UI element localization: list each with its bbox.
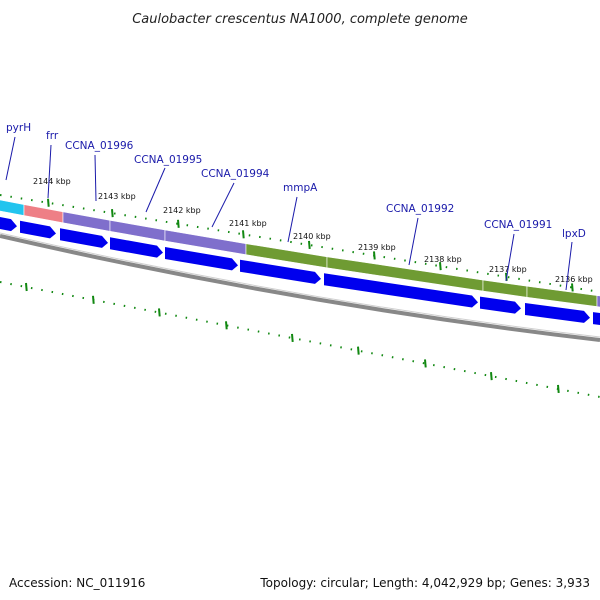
cds-arrow <box>60 228 108 248</box>
gene-label-callout <box>287 196 298 243</box>
cds-arrow <box>525 302 590 323</box>
gene-band-segment <box>23 204 64 224</box>
major-tick <box>308 240 311 250</box>
cds-arrow <box>0 216 17 232</box>
inner-major-tick <box>357 346 360 355</box>
tick-label: 2136 kbp <box>555 275 593 284</box>
gene-label: CCNA_01995 <box>134 154 202 166</box>
gene-label-callout <box>5 136 16 181</box>
gene-label-callout <box>565 241 573 291</box>
genome-backbone-highlight <box>0 232 600 338</box>
cds-arrow <box>20 220 56 239</box>
inner-major-tick <box>25 282 28 292</box>
inner-major-tick <box>557 384 560 394</box>
cds-arrow <box>480 296 521 314</box>
gene-band-segment <box>109 219 166 242</box>
cds-arrow <box>110 237 163 258</box>
tick-label: 2140 kbp <box>293 232 331 241</box>
map-title: Caulobacter crescentus NA1000, complete … <box>132 12 468 27</box>
cds-arrow <box>165 246 238 271</box>
gene-band-segment <box>596 295 600 308</box>
inner-tick-row <box>0 281 600 398</box>
major-tick <box>111 209 114 218</box>
inner-tick-dots <box>0 281 600 398</box>
inner-major-tick <box>225 321 228 330</box>
major-tick <box>47 198 50 207</box>
cds-arrow <box>240 259 321 284</box>
gene-label: pyrH <box>6 122 31 134</box>
gene-label: CCNA_01996 <box>65 140 134 152</box>
gene-band-segment <box>526 285 598 307</box>
inner-major-tick <box>291 333 294 343</box>
gene-label: CCNA_01992 <box>386 203 454 215</box>
gene-label: CCNA_01994 <box>201 168 270 180</box>
gene-label: lpxD <box>562 228 586 240</box>
genome-backbone <box>0 234 600 342</box>
cds-arrow <box>593 312 600 325</box>
tick-label: 2144 kbp <box>33 177 71 186</box>
major-tick <box>242 230 245 239</box>
major-tick <box>439 262 442 271</box>
gene-label-callout <box>211 182 235 228</box>
major-tick <box>177 219 180 228</box>
tick-label: 2139 kbp <box>358 243 396 252</box>
major-tick <box>373 251 376 260</box>
inner-major-tick <box>424 359 427 368</box>
accession-text: Accession: NC_011916 <box>9 576 146 590</box>
inner-major-tick <box>158 308 161 317</box>
genome-stats-text: Topology: circular; Length: 4,042,929 bp… <box>260 576 590 590</box>
gene-label: CCNA_01991 <box>484 219 552 231</box>
gene-label: mmpA <box>283 182 318 194</box>
major-ticks <box>47 198 574 292</box>
tick-label: 2143 kbp <box>98 192 136 201</box>
gene-band-segment <box>62 211 111 232</box>
gene-label: frr <box>46 130 59 142</box>
tick-label: 2138 kbp <box>424 255 462 264</box>
major-tick <box>571 283 574 292</box>
cds-arrows <box>0 216 600 325</box>
gene-label-callout <box>505 233 515 282</box>
tick-label: 2141 kbp <box>229 219 267 228</box>
gene-label-callout <box>94 154 97 202</box>
gene-band-segment <box>0 199 25 216</box>
inner-major-tick <box>490 372 493 381</box>
inner-major-tick <box>92 295 95 304</box>
gene-label-callout <box>47 144 52 199</box>
gene-label-callout <box>145 167 166 213</box>
gene-band <box>0 199 600 308</box>
tick-label: 2142 kbp <box>163 206 201 215</box>
gene-band-segment <box>482 279 528 298</box>
cds-arrow <box>324 273 478 308</box>
gene-label-callout <box>408 217 419 266</box>
